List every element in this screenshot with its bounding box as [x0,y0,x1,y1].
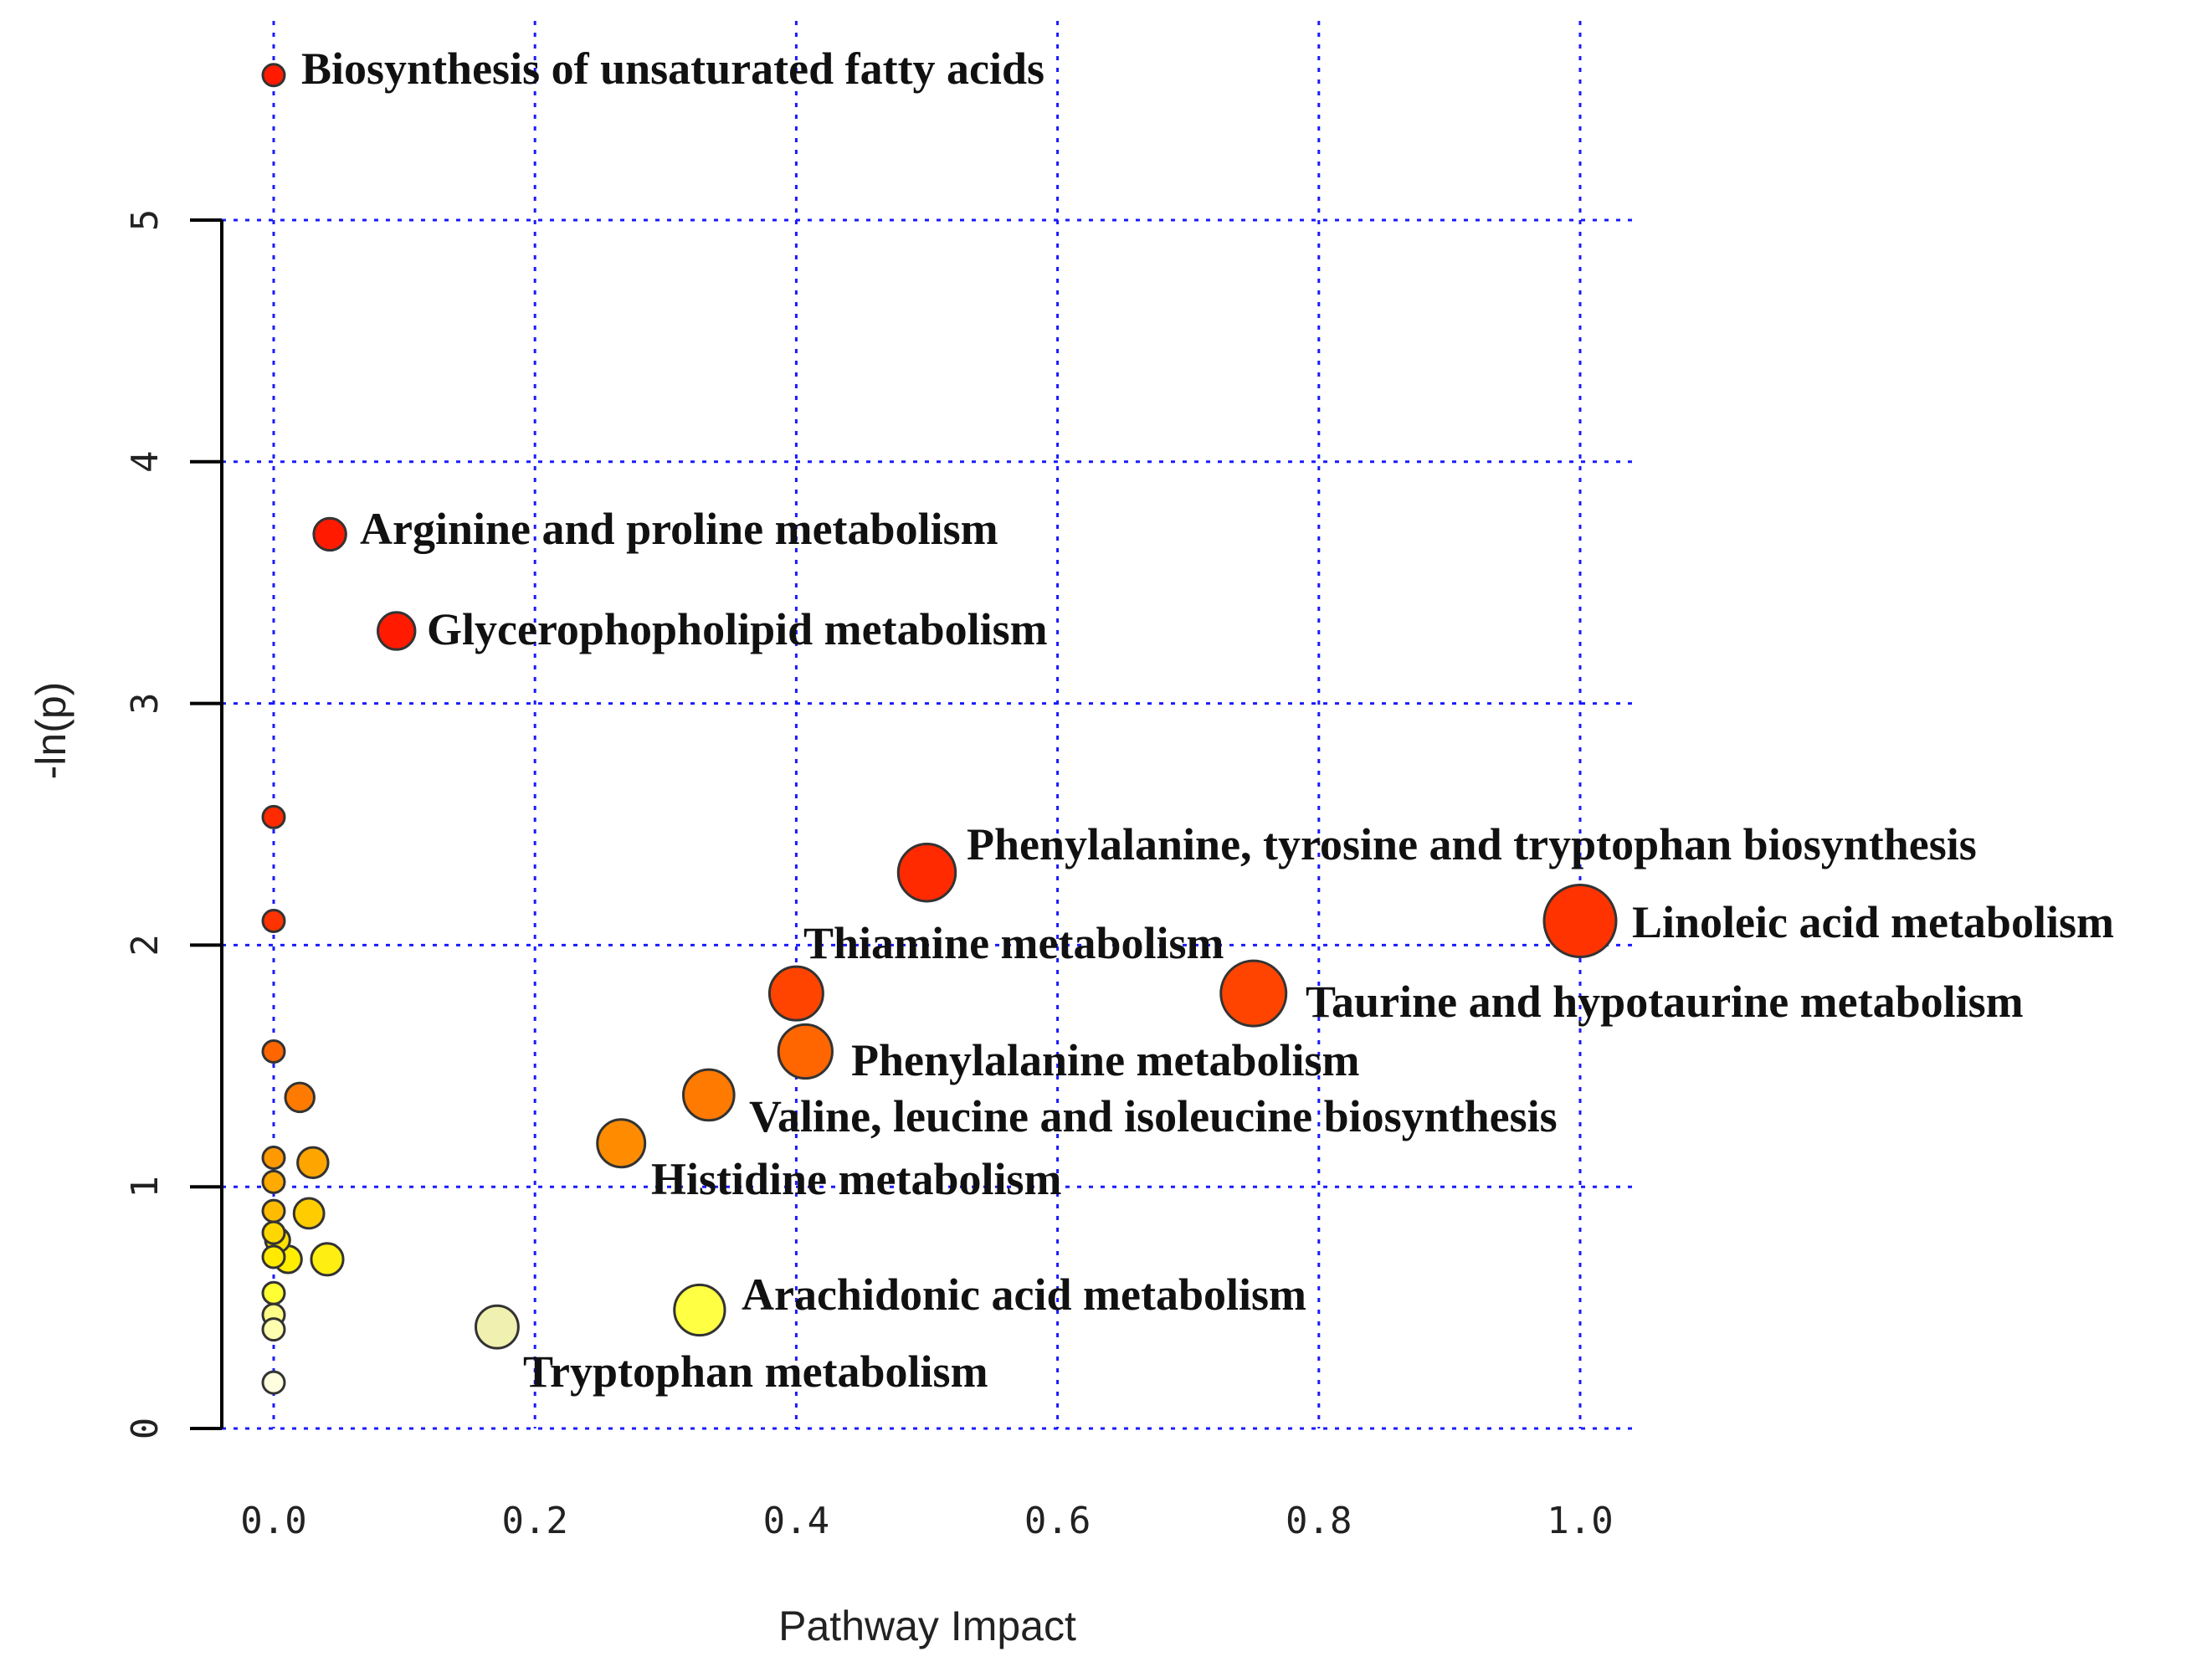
data-point [777,1023,834,1080]
data-point [261,1280,286,1305]
point-labels: Biosynthesis of unsaturated fatty acids A… [301,44,2114,1397]
data-point [1542,884,1618,959]
data-point [475,1304,520,1350]
y-tick-label: 2 [124,934,167,957]
x-tick-label: 0.6 [1024,1500,1091,1542]
x-axis-label: Pathway Impact [778,1603,1076,1649]
data-point [596,1118,647,1169]
point-label: Linoleic acid metabolism [1632,897,2114,947]
data-point [296,1146,330,1180]
y-tick-label: 0 [124,1418,167,1440]
point-label: Arachidonic acid metabolism [742,1269,1306,1320]
data-point [261,1169,286,1194]
point-label: Phenylalanine, tyrosine and tryptophan b… [967,819,1977,869]
point-label: Arginine and proline metabolism [360,504,998,554]
x-tick-label: 1.0 [1547,1500,1613,1542]
point-label: Histidine metabolism [651,1154,1062,1204]
y-tick-label: 1 [124,1176,167,1198]
point-label: Phenylalanine metabolism [851,1035,1360,1085]
data-point [261,909,286,934]
data-point [261,1198,286,1223]
point-label: Biosynthesis of unsaturated fatty acids [301,44,1044,94]
point-label: Tryptophan metabolism [523,1346,988,1397]
data-points [261,63,1618,1395]
data-point [1219,959,1288,1028]
y-axis-label: -ln(p) [28,682,74,780]
point-label: Valine, leucine and isoleucine biosynthe… [749,1091,1558,1141]
data-point [261,804,286,829]
x-tick-label: 0.2 [501,1500,567,1542]
data-point [682,1068,736,1122]
data-point [261,1146,286,1171]
point-label: Glycerophopholipid metabolism [427,604,1048,654]
data-point [673,1283,726,1337]
data-point [310,1242,345,1277]
point-label: Taurine and hypotaurine metabolism [1306,977,2024,1027]
data-point [261,1317,286,1342]
data-point [377,611,417,651]
y-tick-label: 4 [124,451,167,474]
data-point [261,1244,286,1269]
grid-lines [222,21,1632,1430]
data-point [284,1081,316,1114]
data-point [767,965,824,1022]
point-label: Thiamine metabolism [803,918,1224,968]
data-point [261,1220,286,1245]
x-tick-label: 0.4 [763,1500,829,1542]
data-point [312,516,347,552]
data-point [261,1370,286,1395]
x-tick-label: 0.0 [240,1500,306,1542]
data-point [896,843,957,903]
axes: 0 1 2 3 4 5 0.0 0.2 0.4 0.6 0.8 1.0 [124,209,1614,1542]
data-point [261,63,286,88]
y-tick-label: 5 [124,209,167,232]
y-tick-label: 3 [124,692,167,715]
data-point [292,1197,326,1230]
x-tick-label: 0.8 [1286,1500,1352,1542]
data-point [261,1039,286,1064]
